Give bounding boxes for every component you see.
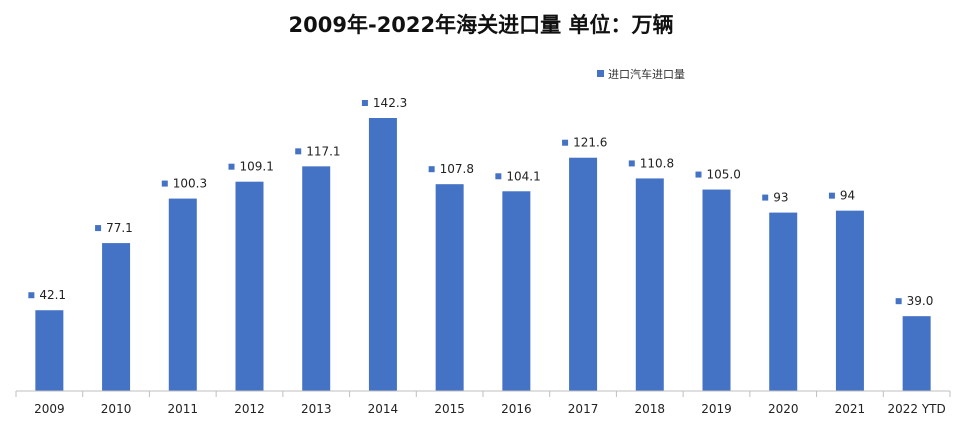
bar: [368, 118, 397, 391]
bar: [502, 191, 531, 391]
x-tick-labels: 2009 2010 2011 2012 2013 2014 2015 2016 2017 2018…: [34, 402, 946, 416]
data-label-marker: [228, 163, 235, 170]
data-label: 94: [840, 189, 855, 203]
data-label: 77.1: [106, 221, 133, 235]
data-label-marker: [628, 160, 635, 167]
data-label: 121.6: [573, 136, 607, 150]
x-tick-label: 2021: [835, 402, 866, 416]
bar: [569, 157, 598, 391]
data-label: 110.8: [640, 156, 674, 170]
chart-title: 2009年-2022年海关进口量 单位：万辆: [289, 13, 674, 37]
data-label: 39.0: [907, 294, 934, 308]
data-label: 93: [773, 191, 788, 205]
data-label-marker: [428, 166, 435, 173]
data-label-marker: [695, 171, 702, 178]
bar: [168, 198, 197, 391]
x-tick-label: 2018: [635, 402, 666, 416]
data-labels: 42.1 77.1 100.3 109.1 117.1 142.3 107.8 104.1 12…: [39, 96, 933, 308]
bar: [835, 210, 864, 391]
data-label-marker: [495, 173, 502, 180]
bar: [302, 166, 331, 391]
label-markers: [28, 100, 902, 305]
data-label-marker: [295, 148, 302, 155]
data-label-marker: [562, 139, 569, 146]
x-tick-label: 2014: [368, 402, 399, 416]
legend: 进口汽车进口量: [597, 67, 685, 81]
x-tick-label: 2009: [34, 402, 65, 416]
data-label: 100.3: [173, 177, 207, 191]
data-label: 105.0: [707, 168, 741, 182]
x-tick-label: 2017: [568, 402, 599, 416]
legend-label: 进口汽车进口量: [608, 67, 685, 81]
data-label: 104.1: [506, 169, 540, 183]
legend-swatch: [597, 70, 604, 77]
bars: [35, 118, 931, 391]
bar: [702, 189, 731, 391]
data-label: 142.3: [373, 96, 407, 110]
bar: [35, 310, 64, 391]
data-label-marker: [28, 292, 35, 299]
data-label-marker: [762, 194, 769, 201]
x-tick-label: 2022 YTD: [888, 402, 946, 416]
x-tick-label: 2016: [501, 402, 532, 416]
data-label-marker: [161, 180, 168, 187]
data-label: 117.1: [306, 144, 340, 158]
x-tick-label: 2019: [701, 402, 732, 416]
x-tick-label: 2015: [434, 402, 465, 416]
data-label-marker: [895, 298, 902, 305]
x-tick-label: 2013: [301, 402, 332, 416]
bar: [769, 212, 798, 391]
bar: [235, 181, 264, 391]
x-tick-label: 2010: [101, 402, 132, 416]
data-label-marker: [828, 192, 835, 199]
data-label: 107.8: [440, 162, 474, 176]
x-tick-label: 2012: [234, 402, 265, 416]
bar: [635, 178, 664, 391]
data-label-marker: [95, 225, 102, 232]
data-label: 42.1: [39, 288, 66, 302]
bar: [102, 243, 131, 391]
data-label: 109.1: [240, 160, 274, 174]
bar: [435, 184, 464, 391]
x-tick-label: 2020: [768, 402, 799, 416]
data-label-marker: [361, 100, 368, 106]
bar: [902, 316, 931, 391]
x-tick-label: 2011: [168, 402, 199, 416]
x-axis: [15, 390, 951, 397]
